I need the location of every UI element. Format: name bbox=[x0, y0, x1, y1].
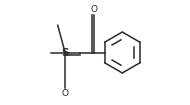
Text: O: O bbox=[62, 89, 69, 98]
Text: S: S bbox=[61, 47, 69, 58]
Text: O: O bbox=[91, 5, 98, 14]
